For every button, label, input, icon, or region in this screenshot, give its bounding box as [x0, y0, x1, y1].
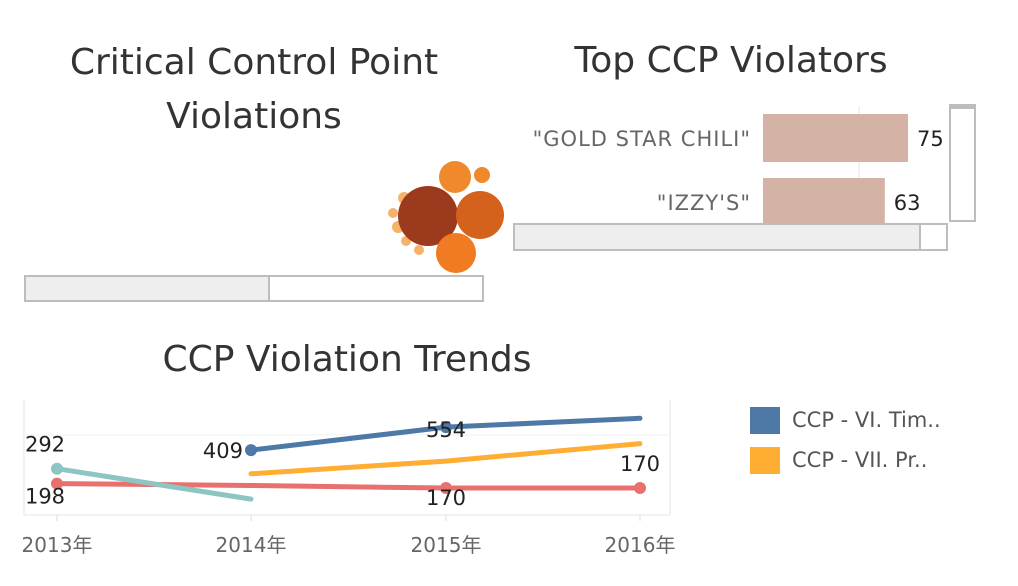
series-point[interactable]: [245, 444, 257, 457]
series-point[interactable]: [440, 482, 452, 495]
x-tick-label: 2016年: [605, 533, 676, 557]
bar-category-label: "GOLD STAR CHILI": [533, 127, 751, 151]
legend-label: CCP - VII. Pr..: [792, 448, 928, 472]
data-label: 409: [203, 439, 243, 463]
bubble-horizontal-scrollbar[interactable]: [24, 275, 484, 302]
bubble-mark[interactable]: [474, 167, 490, 183]
series-point[interactable]: [51, 462, 63, 475]
legend-label: CCP - VI. Tim..: [792, 408, 941, 432]
bubble-mark[interactable]: [398, 186, 458, 246]
bar-category-label: "IZZY'S": [657, 191, 751, 215]
legend-swatch: [750, 446, 780, 474]
x-tick-label: 2013年: [22, 533, 93, 557]
series-line[interactable]: [54, 466, 254, 502]
data-label: 292: [25, 433, 65, 457]
bar-mark[interactable]: [763, 114, 908, 162]
series-point[interactable]: [51, 477, 63, 490]
top-violators-bar-chart: "GOLD STAR CHILI" 75 "IZZY'S" 63: [533, 106, 944, 226]
bar-value-label: 75: [917, 127, 944, 151]
scrollbar-thumb[interactable]: [515, 225, 921, 249]
top-violators-title: Top CCP Violators: [574, 40, 888, 81]
trends-title: CCP Violation Trends: [162, 339, 532, 380]
bubble-mark[interactable]: [388, 208, 398, 218]
data-label: 170: [426, 486, 466, 510]
series-point[interactable]: [440, 421, 452, 434]
data-label: 170: [620, 452, 660, 476]
legend-swatch: [750, 406, 780, 434]
series-point[interactable]: [634, 482, 646, 495]
data-label: 554: [426, 418, 466, 442]
bar-value-label: 63: [894, 191, 921, 215]
scrollbar-thumb[interactable]: [951, 106, 974, 109]
bubble-mark[interactable]: [439, 161, 471, 193]
trends-legend: CCP - VI. Tim.. CCP - VII. Pr..: [750, 400, 941, 480]
data-label: 198: [25, 485, 65, 509]
x-tick-label: 2014年: [216, 533, 287, 557]
bubble-mark[interactable]: [456, 191, 504, 239]
trends-line-chart: 2013年 2014年 2015年 2016年 409 554 198 170 170 292: [22, 400, 676, 557]
bar-horizontal-scrollbar[interactable]: [513, 223, 948, 251]
ccp-violations-title: Critical Control Point Violations: [69, 42, 439, 137]
legend-item[interactable]: CCP - VII. Pr..: [750, 440, 941, 480]
bubble-chart: [388, 161, 504, 273]
x-tick-label: 2015年: [411, 533, 482, 557]
series-line[interactable]: [248, 441, 643, 477]
bubble-mark[interactable]: [436, 233, 476, 273]
bar-vertical-scrollbar[interactable]: [949, 104, 976, 222]
bar-mark[interactable]: [763, 178, 885, 226]
legend-item[interactable]: CCP - VI. Tim..: [750, 400, 941, 440]
scrollbar-thumb[interactable]: [26, 277, 270, 300]
bubble-mark[interactable]: [414, 245, 424, 255]
